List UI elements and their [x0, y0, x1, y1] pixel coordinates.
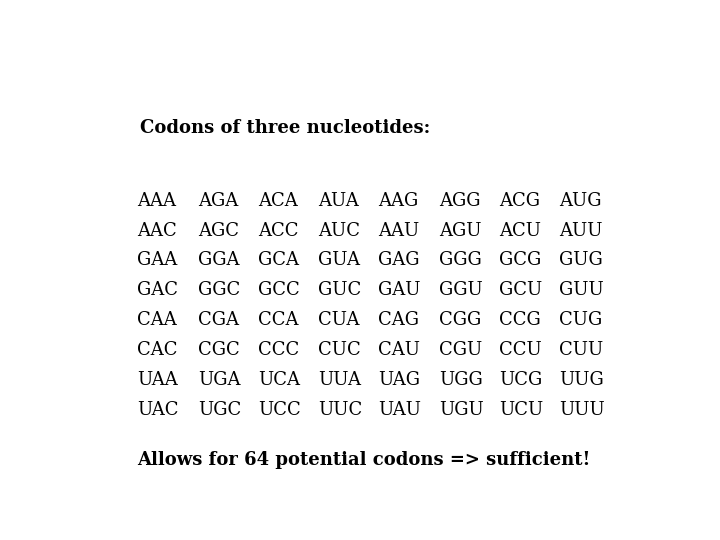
Text: GCG: GCG: [499, 252, 541, 269]
Text: AGU: AGU: [438, 221, 481, 240]
Text: CAU: CAU: [379, 341, 420, 359]
Text: UGA: UGA: [198, 371, 240, 389]
Text: GUU: GUU: [559, 281, 604, 300]
Text: GGU: GGU: [438, 281, 482, 300]
Text: AUA: AUA: [318, 192, 359, 210]
Text: CAA: CAA: [138, 312, 177, 329]
Text: UUA: UUA: [318, 371, 361, 389]
Text: UCU: UCU: [499, 401, 544, 419]
Text: CCU: CCU: [499, 341, 541, 359]
Text: CGG: CGG: [438, 312, 481, 329]
Text: UAA: UAA: [138, 371, 178, 389]
Text: UGG: UGG: [438, 371, 482, 389]
Text: AAA: AAA: [138, 192, 176, 210]
Text: AGA: AGA: [198, 192, 238, 210]
Text: UAC: UAC: [138, 401, 179, 419]
Text: UCG: UCG: [499, 371, 542, 389]
Text: GAU: GAU: [379, 281, 421, 300]
Text: GAC: GAC: [138, 281, 179, 300]
Text: CGC: CGC: [198, 341, 240, 359]
Text: GCA: GCA: [258, 252, 299, 269]
Text: ACG: ACG: [499, 192, 540, 210]
Text: AGC: AGC: [198, 221, 239, 240]
Text: GGG: GGG: [438, 252, 482, 269]
Text: GCU: GCU: [499, 281, 542, 300]
Text: UAG: UAG: [379, 371, 420, 389]
Text: CUC: CUC: [318, 341, 361, 359]
Text: CAC: CAC: [138, 341, 178, 359]
Text: UAU: UAU: [379, 401, 421, 419]
Text: AAC: AAC: [138, 221, 177, 240]
Text: CCC: CCC: [258, 341, 300, 359]
Text: CAG: CAG: [379, 312, 420, 329]
Text: UUU: UUU: [559, 401, 605, 419]
Text: CCA: CCA: [258, 312, 299, 329]
Text: ACA: ACA: [258, 192, 297, 210]
Text: AAU: AAU: [379, 221, 420, 240]
Text: CUU: CUU: [559, 341, 603, 359]
Text: CCG: CCG: [499, 312, 541, 329]
Text: Allows for 64 potential codons => sufficient!: Allows for 64 potential codons => suffic…: [138, 451, 591, 469]
Text: AAG: AAG: [379, 192, 419, 210]
Text: UGC: UGC: [198, 401, 241, 419]
Text: GUA: GUA: [318, 252, 360, 269]
Text: GUG: GUG: [559, 252, 603, 269]
Text: AUG: AUG: [559, 192, 602, 210]
Text: AGG: AGG: [438, 192, 480, 210]
Text: UGU: UGU: [438, 401, 484, 419]
Text: AUU: AUU: [559, 221, 603, 240]
Text: AUC: AUC: [318, 221, 360, 240]
Text: UCA: UCA: [258, 371, 300, 389]
Text: CGA: CGA: [198, 312, 239, 329]
Text: GUC: GUC: [318, 281, 361, 300]
Text: ACC: ACC: [258, 221, 299, 240]
Text: UUG: UUG: [559, 371, 604, 389]
Text: GAA: GAA: [138, 252, 178, 269]
Text: GCC: GCC: [258, 281, 300, 300]
Text: CUG: CUG: [559, 312, 603, 329]
Text: CUA: CUA: [318, 312, 360, 329]
Text: UCC: UCC: [258, 401, 301, 419]
Text: Codons of three nucleotides:: Codons of three nucleotides:: [140, 119, 431, 137]
Text: ACU: ACU: [499, 221, 541, 240]
Text: GGC: GGC: [198, 281, 240, 300]
Text: GAG: GAG: [379, 252, 420, 269]
Text: GGA: GGA: [198, 252, 239, 269]
Text: UUC: UUC: [318, 401, 362, 419]
Text: CGU: CGU: [438, 341, 482, 359]
